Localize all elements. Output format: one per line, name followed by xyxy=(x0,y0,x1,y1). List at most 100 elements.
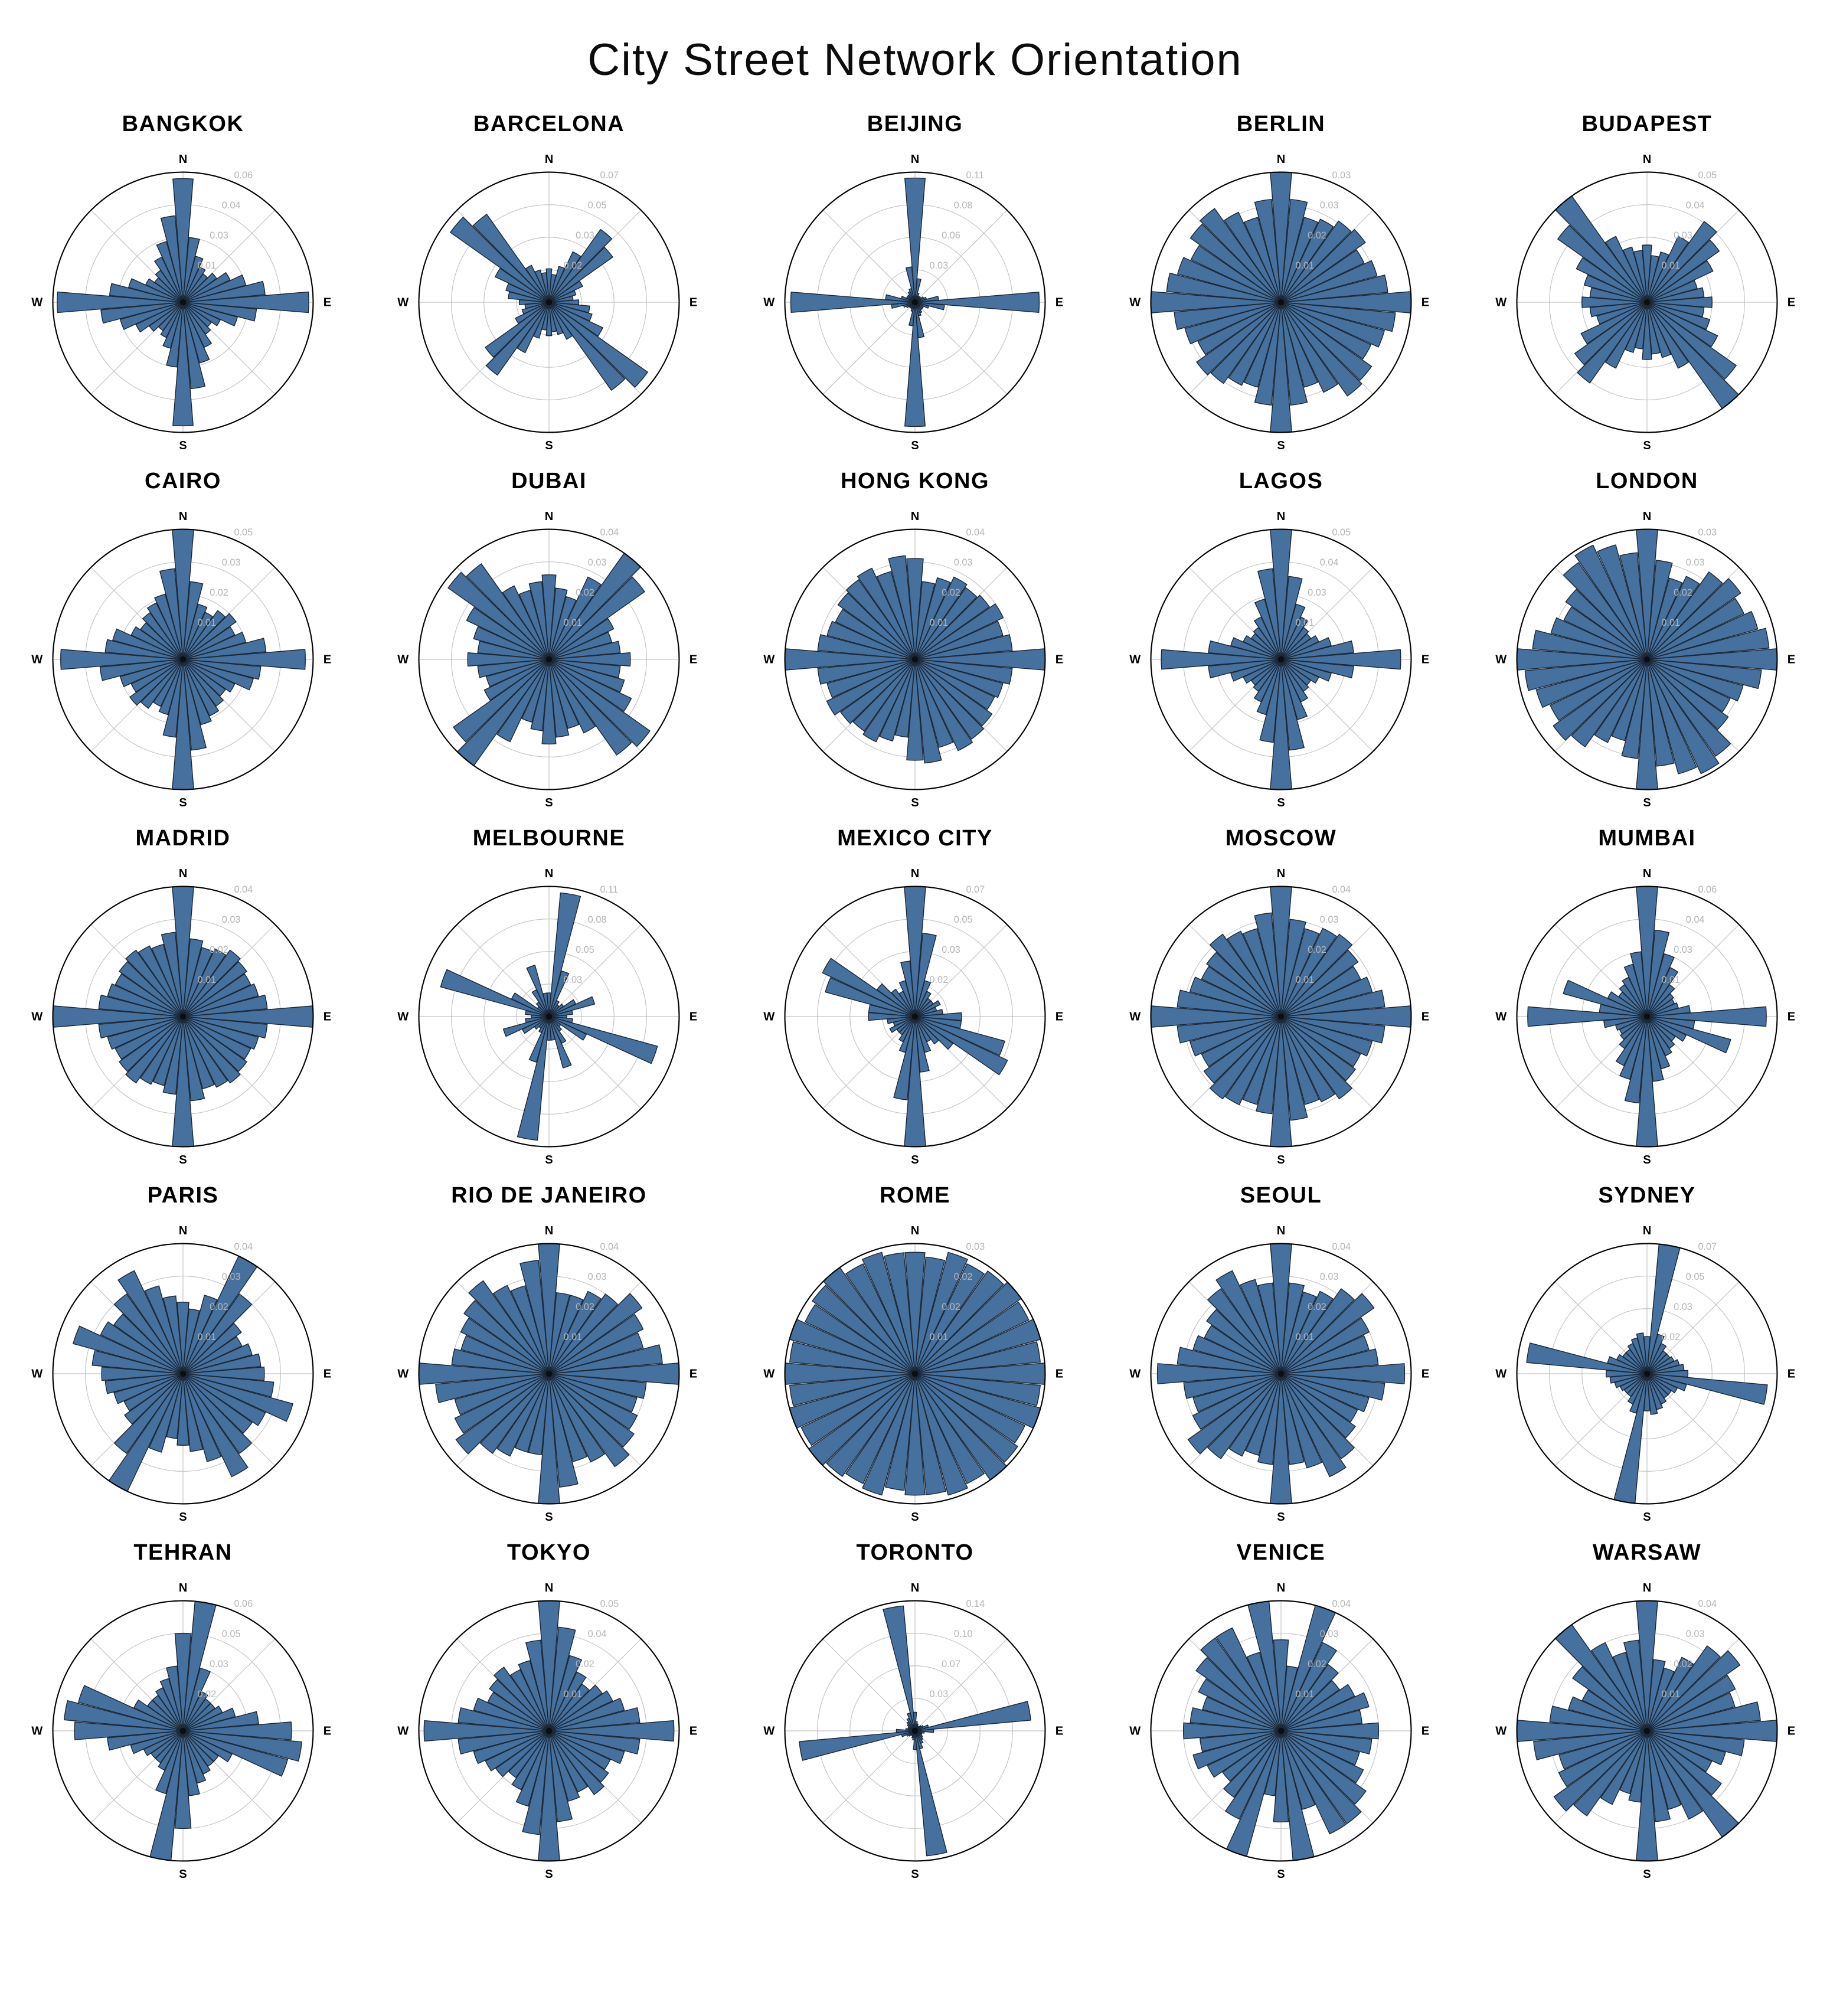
center-dot xyxy=(545,299,553,306)
orientation-bar xyxy=(548,228,613,303)
orientation-bar xyxy=(485,1730,550,1772)
city-cell: SYDNEY 0.02 0.03 0.05 0.07 N E S W xyxy=(1464,1183,1830,1540)
orientation-bar xyxy=(1646,597,1745,660)
city-title: MADRID xyxy=(135,826,231,851)
bars xyxy=(1527,886,1767,1148)
west-label: W xyxy=(1129,296,1141,309)
rose-plot-svg: 0.01 0.02 0.03 0.04 N E S W xyxy=(397,1224,697,1524)
orientation-bar xyxy=(159,1678,184,1731)
orientation-bar xyxy=(182,1373,253,1454)
bars xyxy=(784,555,1046,764)
orientation-bar xyxy=(1532,629,1648,660)
radial-tick-label: 0.01 xyxy=(563,1689,582,1700)
city-cell: SEOUL 0.01 0.02 0.03 0.04 N E S W xyxy=(1098,1183,1464,1540)
rose-plot-svg: 0.01 0.02 0.03 0.03 N E S W xyxy=(1129,153,1429,452)
orientation-bar xyxy=(1203,1016,1282,1084)
orientation-bar xyxy=(914,577,951,660)
orientation-bar xyxy=(1257,1282,1282,1374)
rose-plot-svg: 0.02 0.03 0.05 0.06 N E S W xyxy=(31,1582,331,1881)
orientation-bar xyxy=(542,992,550,1017)
orientation-bar xyxy=(548,1373,638,1413)
orientation-bar xyxy=(1574,302,1648,365)
orientation-bar xyxy=(1646,659,1729,730)
orientation-bar xyxy=(548,1332,644,1374)
orientation-bar xyxy=(149,302,184,332)
radial-tick-label: 0.03 xyxy=(954,557,973,568)
orientation-bar xyxy=(493,1667,550,1731)
radial-tick-label: 0.02 xyxy=(1674,587,1692,598)
radial-tick-labels: 0.02 0.03 0.05 0.07 xyxy=(563,170,619,271)
orientation-bar xyxy=(174,1730,192,1829)
orientation-bar xyxy=(1280,635,1319,660)
city-title: BERLIN xyxy=(1236,112,1326,136)
orientation-bar xyxy=(1230,637,1282,660)
bars xyxy=(418,1243,680,1505)
orientation-bar xyxy=(1215,1627,1282,1731)
orientation-bar xyxy=(182,983,259,1017)
radial-tick-label: 0.03 xyxy=(1332,170,1351,181)
orientation-bar xyxy=(1192,1373,1282,1413)
radial-tick-label: 0.08 xyxy=(954,200,973,211)
south-label: S xyxy=(545,796,553,809)
outer-ring xyxy=(1150,1243,1412,1505)
radial-tick-label: 0.02 xyxy=(210,587,228,598)
orientation-bar xyxy=(182,960,247,1017)
orientation-bar xyxy=(148,1373,184,1453)
orientation-bar xyxy=(548,659,632,756)
radial-tick-label: 0.05 xyxy=(222,1629,241,1639)
orientation-bar xyxy=(115,973,184,1017)
bars xyxy=(440,892,658,1141)
orientation-bar xyxy=(914,1016,954,1050)
orientation-bar xyxy=(160,215,184,303)
center-dot xyxy=(179,299,187,306)
orientation-bar xyxy=(460,1317,550,1374)
radial-tick-label: 0.04 xyxy=(600,1241,619,1252)
radial-tick-labels: 0.03 0.05 0.08 0.11 xyxy=(563,884,618,985)
orientation-bar xyxy=(1642,302,1652,360)
orientation-bar xyxy=(133,1699,184,1731)
west-label: W xyxy=(763,1725,775,1738)
city-cell: TORONTO 0.03 0.07 0.10 0.14 N E S W xyxy=(732,1540,1098,1897)
radial-tick-label: 0.04 xyxy=(234,1241,253,1252)
orientation-bar xyxy=(1646,280,1698,303)
orientation-bar xyxy=(492,1285,550,1374)
orientation-bar xyxy=(914,603,1004,660)
center-dot xyxy=(1643,656,1651,663)
south-label: S xyxy=(179,1154,187,1167)
orientation-bar xyxy=(548,659,632,712)
city-cell: LONDON 0.01 0.02 0.03 0.03 N E S W xyxy=(1464,469,1830,826)
outer-ring xyxy=(52,1243,314,1505)
orientation-bar xyxy=(1280,1680,1340,1731)
orientation-bar xyxy=(182,659,254,691)
orientation-bar xyxy=(1646,1016,1671,1070)
orientation-bar xyxy=(435,1373,550,1403)
orientation-bar xyxy=(822,958,916,1017)
orientation-bar xyxy=(1195,1656,1282,1731)
orientation-bar xyxy=(1280,616,1309,660)
east-label: E xyxy=(323,1011,331,1024)
east-label: E xyxy=(1421,1725,1429,1738)
orientation-bar xyxy=(548,1684,603,1731)
orientation-bar xyxy=(1550,617,1648,660)
orientation-bar xyxy=(789,1341,916,1374)
orientation-bar xyxy=(1208,659,1282,679)
orientation-bar xyxy=(182,659,212,726)
orientation-bar xyxy=(914,634,1013,660)
orientation-bar xyxy=(914,659,993,727)
radial-tick-label: 0.04 xyxy=(222,200,241,211)
orientation-bar xyxy=(1202,1696,1282,1731)
orientation-bar xyxy=(1646,1730,1704,1820)
orientation-bar xyxy=(1273,1639,1289,1731)
west-label: W xyxy=(397,654,409,666)
radial-tick-label: 0.01 xyxy=(1295,617,1314,628)
radial-tick-labels: 0.01 0.02 0.03 0.04 xyxy=(563,527,619,628)
orientation-bar xyxy=(182,1016,259,1050)
orientation-bar xyxy=(1646,659,1744,702)
orientation-bar xyxy=(914,1701,1031,1731)
west-label: W xyxy=(763,296,775,309)
north-label: N xyxy=(179,867,188,880)
city-cell: BERLIN 0.01 0.02 0.03 0.03 N E S W xyxy=(1098,112,1464,469)
rose-plot-svg: 0.01 0.02 0.03 0.04 N E S W xyxy=(1129,867,1429,1167)
east-label: E xyxy=(1055,1368,1063,1381)
orientation-bar xyxy=(817,659,916,685)
